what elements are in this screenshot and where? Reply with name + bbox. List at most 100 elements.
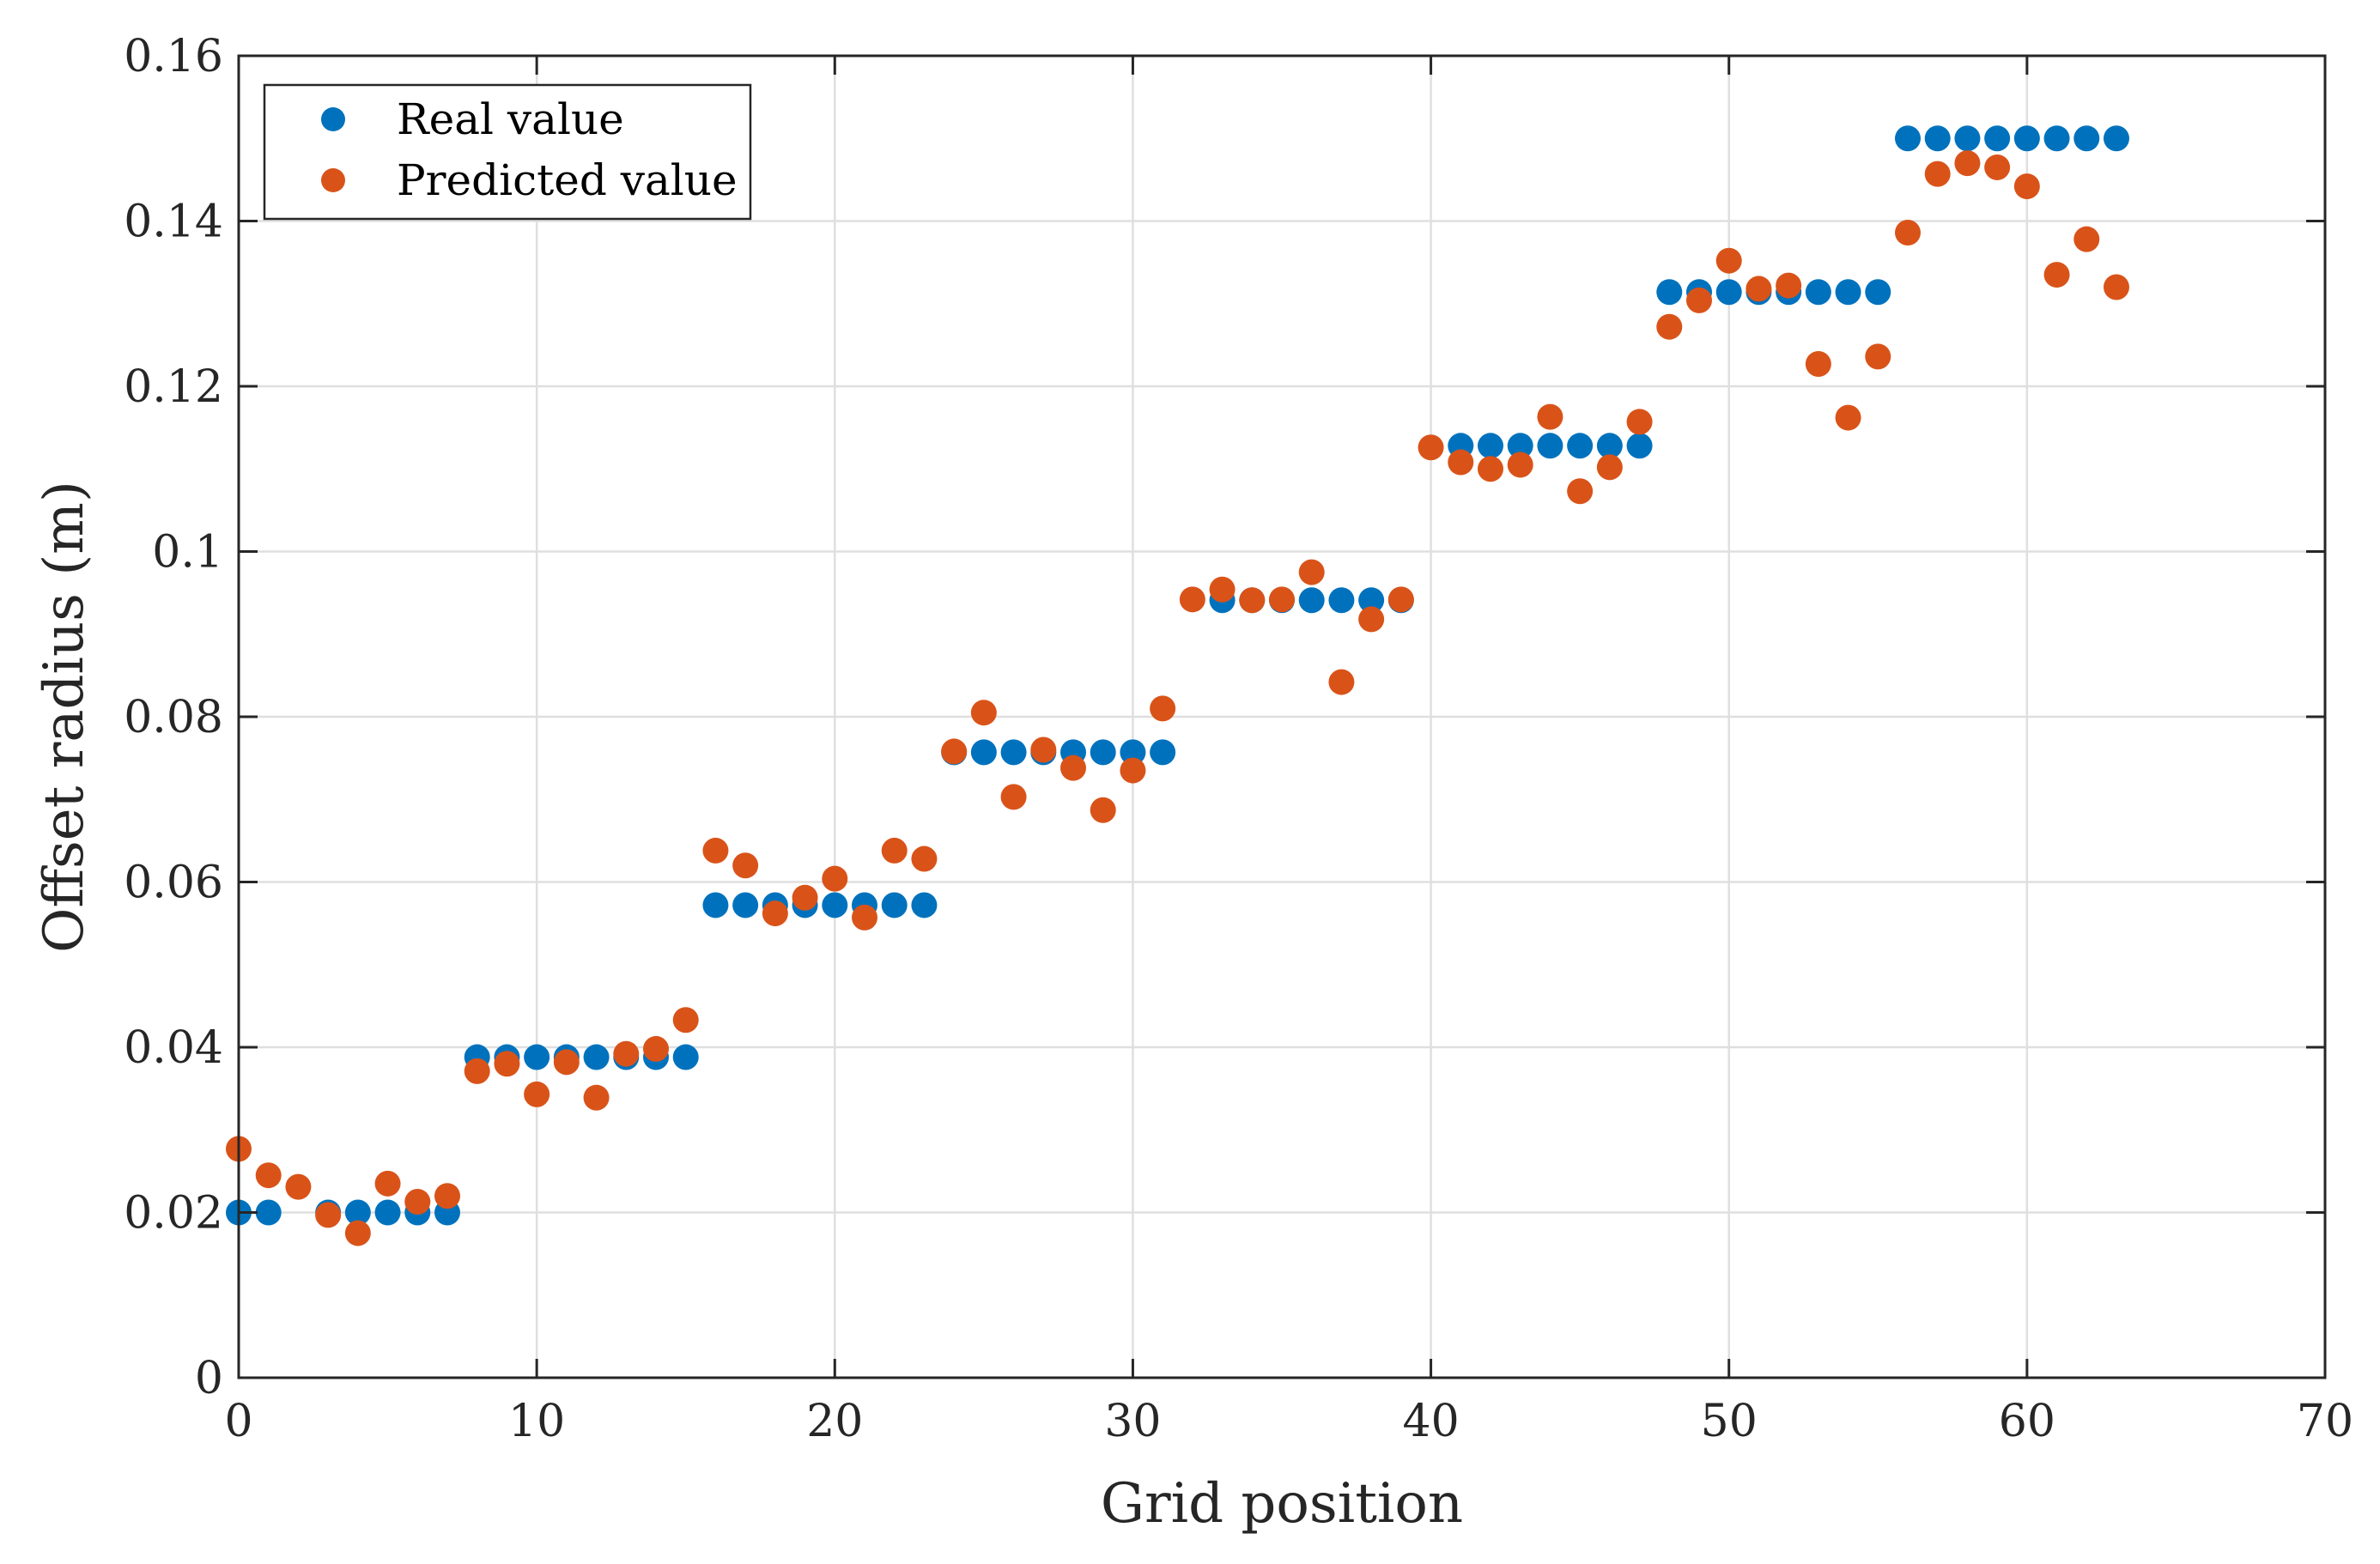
real-value-point [2073, 125, 2100, 152]
real-value-point [702, 892, 729, 918]
predicted-value-point [1537, 403, 1563, 430]
predicted-value-point [2013, 173, 2040, 200]
x-tick-label: 30 [1104, 1396, 1161, 1447]
predicted-value-point [702, 837, 729, 864]
legend-label-predicted: Predicted value [397, 155, 738, 205]
series-predicted-value [226, 150, 2129, 1246]
predicted-value-point [1478, 456, 1503, 482]
predicted-value-point [1328, 669, 1355, 695]
predicted-value-point [613, 1040, 640, 1067]
real-value-point [255, 1199, 282, 1226]
real-value-point [1537, 433, 1563, 459]
x-tick-labels: 0 10 20 30 40 50 60 70 [224, 1396, 2353, 1447]
real-value-point [1715, 279, 1742, 306]
predicted-value-point [1805, 351, 1831, 378]
predicted-value-point [970, 700, 997, 726]
predicted-value-point [374, 1170, 401, 1197]
x-tick-label: 10 [508, 1396, 565, 1447]
predicted-value-point [285, 1173, 312, 1200]
real-value-point [1924, 125, 1951, 152]
y-tick-label: 0 [195, 1353, 223, 1404]
real-value-point [970, 739, 997, 766]
predicted-value-point [1179, 586, 1205, 613]
predicted-value-point [792, 884, 818, 911]
predicted-value-point [1387, 586, 1414, 613]
legend-marker-real [321, 107, 345, 131]
real-value-point [1984, 125, 2011, 152]
predicted-value-point [1567, 478, 1594, 505]
predicted-value-point [643, 1035, 669, 1062]
real-value-point [374, 1199, 401, 1226]
legend-box [263, 83, 752, 221]
predicted-value-point [1060, 755, 1086, 781]
predicted-value-point [1924, 161, 1951, 187]
real-value-point [1090, 739, 1116, 766]
predicted-value-point [1984, 154, 2011, 180]
y-tick-label: 0.02 [124, 1188, 223, 1240]
predicted-value-point [1686, 287, 1712, 313]
y-tick-label: 0.06 [124, 858, 223, 909]
predicted-value-point [344, 1220, 371, 1246]
real-value-point [1626, 433, 1653, 459]
real-value-point [344, 1199, 371, 1226]
x-tick-label: 20 [806, 1396, 863, 1447]
predicted-value-point [1090, 797, 1116, 823]
real-value-point [2104, 125, 2129, 152]
y-tick-label: 0.16 [124, 31, 223, 82]
y-tick-label: 0.14 [124, 197, 223, 248]
predicted-value-point [1269, 586, 1295, 613]
predicted-value-point [464, 1058, 490, 1084]
x-tick-label: 40 [1402, 1396, 1459, 1447]
x-tick-label: 0 [224, 1396, 252, 1447]
predicted-value-point [1776, 272, 1802, 299]
real-value-point [1656, 279, 1683, 306]
predicted-value-point [1596, 454, 1623, 481]
real-value-point [1358, 587, 1385, 614]
predicted-value-point [1239, 587, 1266, 614]
y-tick-labels: 0 0.02 0.04 0.06 0.08 0.1 0.12 0.14 0.16 [124, 31, 223, 1404]
predicted-value-point [1120, 757, 1146, 784]
predicted-value-point [2104, 274, 2129, 300]
legend-marker-predicted [321, 168, 345, 192]
predicted-value-point [1358, 606, 1385, 633]
predicted-value-point [524, 1081, 550, 1107]
predicted-value-point [852, 904, 877, 931]
predicted-value-point [1865, 343, 1891, 370]
predicted-value-point [1507, 452, 1533, 478]
real-value-point [911, 892, 938, 918]
predicted-value-point [553, 1049, 580, 1076]
axis-ticks [237, 54, 2327, 1379]
predicted-value-point [762, 900, 788, 927]
real-value-point [732, 892, 759, 918]
real-value-point [1120, 739, 1146, 766]
real-value-point [1865, 279, 1891, 306]
real-value-point [2043, 125, 2070, 152]
predicted-value-point [1030, 737, 1057, 763]
real-value-point [2013, 125, 2040, 152]
predicted-value-point [1209, 576, 1236, 603]
predicted-value-point [1835, 404, 1861, 431]
real-value-point [1596, 433, 1623, 459]
predicted-value-point [1954, 150, 1981, 177]
y-tick-label: 0.04 [124, 1022, 223, 1074]
predicted-value-point [494, 1051, 520, 1077]
x-tick-label: 50 [1701, 1396, 1758, 1447]
legend: Real value Predicted value [263, 83, 752, 221]
predicted-value-point [255, 1162, 282, 1189]
y-tick-label: 0.12 [124, 361, 223, 413]
x-tick-label: 60 [1999, 1396, 2055, 1447]
predicted-value-point [2073, 226, 2100, 252]
real-value-point [1000, 739, 1027, 766]
predicted-value-point [1895, 219, 1921, 246]
y-tick-label: 0.08 [124, 692, 223, 743]
predicted-value-point [434, 1183, 460, 1209]
y-tick-label: 0.1 [152, 527, 223, 579]
predicted-value-point [881, 837, 908, 864]
predicted-value-point [1656, 313, 1683, 340]
predicted-value-point [583, 1084, 610, 1111]
predicted-value-point [672, 1007, 699, 1034]
real-value-point [1835, 279, 1861, 306]
real-value-point [1298, 587, 1325, 614]
predicted-value-point [2043, 262, 2070, 288]
predicted-value-point [822, 865, 848, 892]
